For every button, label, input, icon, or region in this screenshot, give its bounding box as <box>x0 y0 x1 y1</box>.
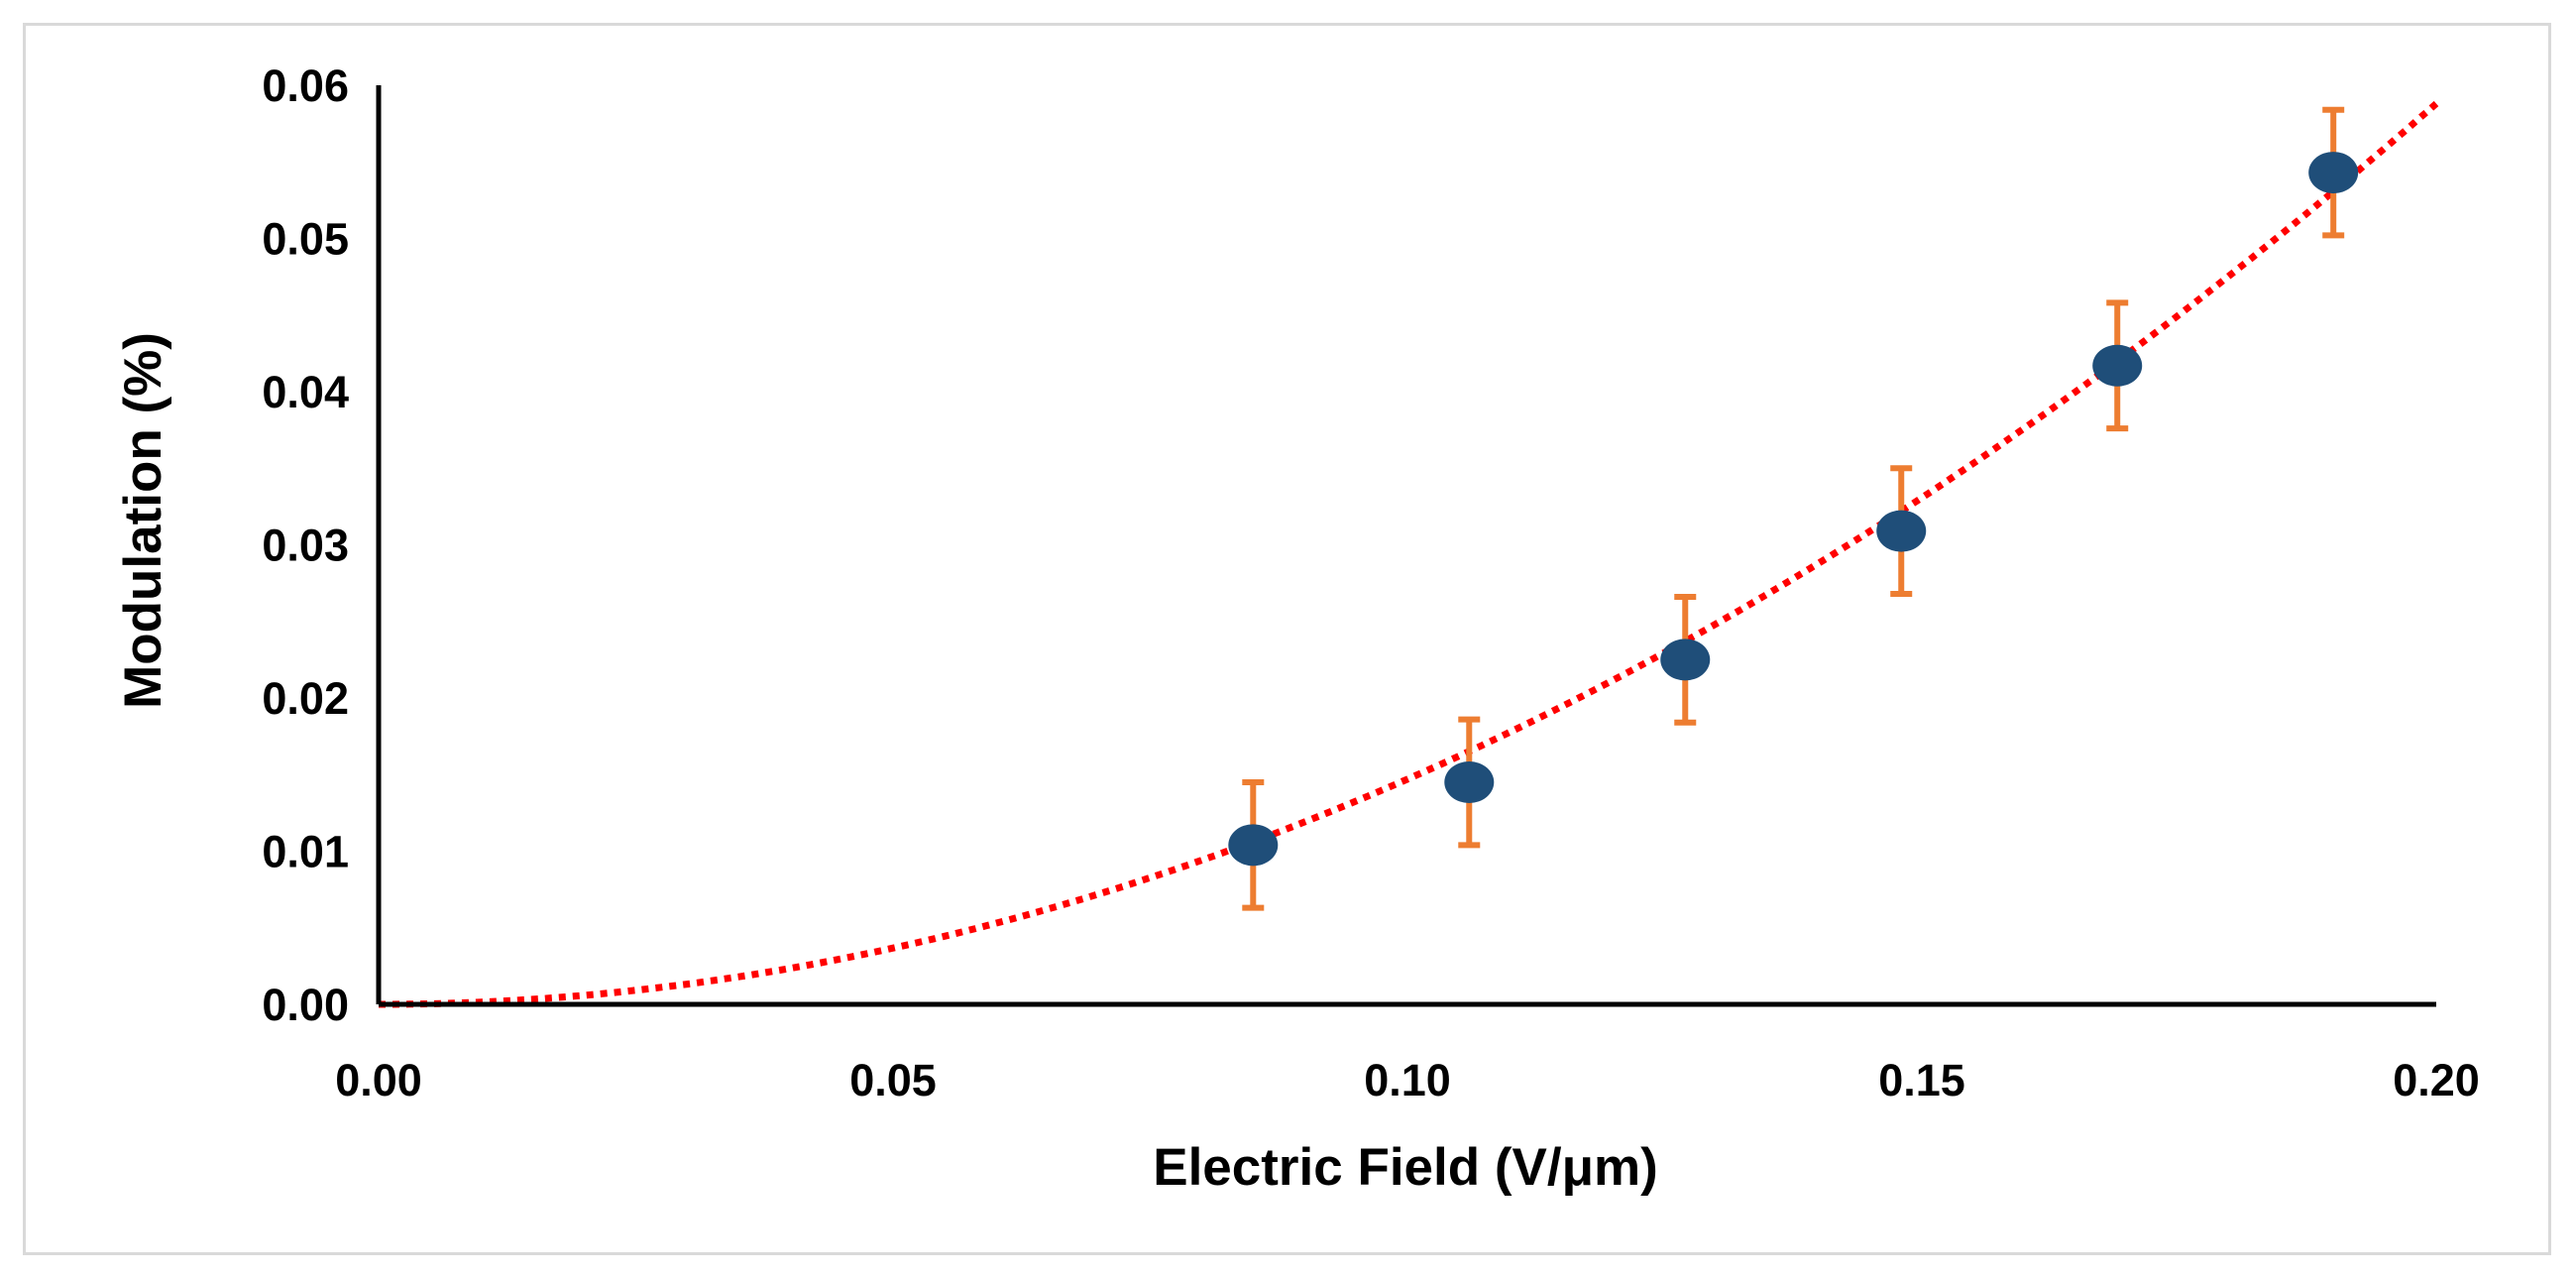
fit-layer <box>379 100 2439 1008</box>
data-point <box>1876 510 1927 552</box>
y-axis-title: Modulation (%) <box>114 332 172 709</box>
y-tick-label: 0.00 <box>262 980 349 1030</box>
error-bar-layer <box>1242 106 2345 911</box>
y-tick-label: 0.01 <box>262 827 349 877</box>
x-tick-label: 0.00 <box>335 1055 422 1105</box>
x-tick-label: 0.10 <box>1364 1055 1451 1105</box>
x-tick-label: 0.15 <box>1878 1055 1965 1105</box>
y-tick-labels: 0.00 0.01 0.02 0.03 0.04 0.05 0.06 <box>262 60 349 1030</box>
data-point <box>1228 824 1279 867</box>
y-tick-label: 0.04 <box>262 367 349 417</box>
y-tick-label: 0.02 <box>262 673 349 724</box>
data-point <box>2308 152 2359 194</box>
y-tick-label: 0.05 <box>262 214 349 265</box>
x-tick-label: 0.05 <box>849 1055 937 1105</box>
x-tick-label: 0.20 <box>2393 1055 2480 1105</box>
chart-frame <box>23 23 2551 1255</box>
y-tick-label: 0.06 <box>262 60 349 111</box>
x-axis-title: Electric Field (V/μm) <box>1153 1138 1658 1197</box>
y-tick-label: 0.03 <box>262 521 349 571</box>
data-point <box>1660 639 1711 681</box>
fit-line <box>379 100 2439 1008</box>
data-point <box>1444 760 1495 803</box>
data-point <box>2092 344 2143 387</box>
x-tick-labels: 0.00 0.05 0.10 0.15 0.20 <box>335 1055 2480 1105</box>
point-layer <box>1228 152 2359 867</box>
